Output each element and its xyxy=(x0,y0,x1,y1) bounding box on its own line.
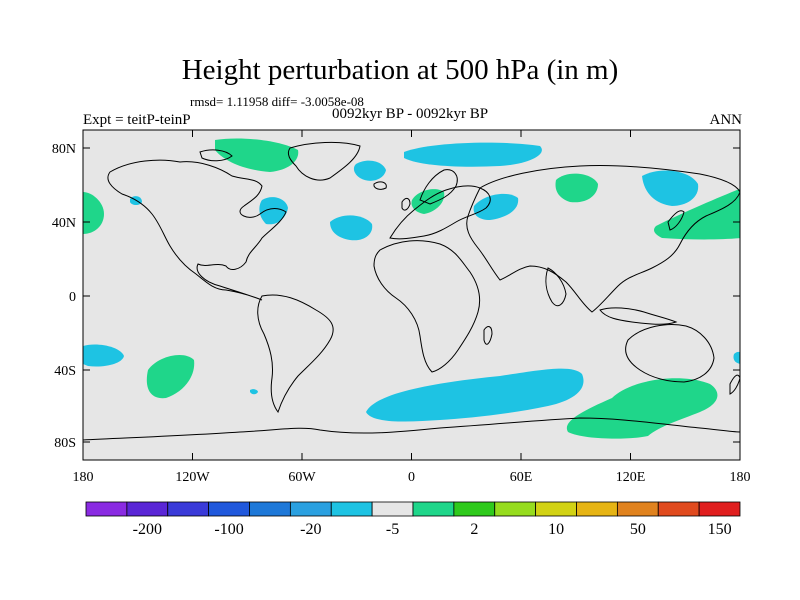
coast-antarctica xyxy=(83,417,740,441)
plot-subtitle: 0092kyr BP - 0092kyr BP xyxy=(331,106,489,122)
colorbar-label: -5 xyxy=(386,521,399,538)
colorbar-swatch xyxy=(698,501,741,517)
colorbar: -200 -100 -20 -5 2 10 50 150 xyxy=(85,501,741,538)
lat-tick-label: 40S xyxy=(54,364,76,379)
colorbar-swatch xyxy=(371,501,414,517)
colorbar-swatch xyxy=(126,501,169,517)
colorbar-label: 150 xyxy=(708,521,732,538)
colorbar-swatch xyxy=(535,501,577,517)
anomaly-southern-positive xyxy=(566,378,718,439)
coast-iceland xyxy=(373,181,387,190)
experiment-label: Expt = teitP-teinP xyxy=(83,112,191,128)
colorbar-swatch xyxy=(576,501,618,517)
coast-india xyxy=(545,267,567,307)
anomaly-europe-positive xyxy=(411,189,445,214)
lat-tick-label: 80S xyxy=(54,436,76,451)
coast-greenland xyxy=(287,141,361,181)
coast-indonesia xyxy=(599,307,678,325)
colorbar-label: 2 xyxy=(470,521,478,538)
lon-tick-label: 60W xyxy=(288,470,316,485)
anomaly-edge-negative xyxy=(733,351,740,364)
anomaly-east-pacific-positive xyxy=(83,192,104,234)
longitude-axis: 180 120W 60W 0 60E 120E 180 xyxy=(73,130,751,485)
plot-title: Height perturbation at 500 hPa (in m) xyxy=(181,54,619,86)
colorbar-swatch xyxy=(330,501,373,517)
colorbar-swatch xyxy=(453,501,496,517)
lon-tick-label: 0 xyxy=(408,470,415,485)
colorbar-label: -200 xyxy=(133,521,162,538)
colorbar-swatch xyxy=(289,501,332,517)
anomaly-asia-negative xyxy=(642,170,699,206)
colorbar-swatch xyxy=(616,501,659,517)
latitude-axis: 80N 40N 0 40S 80S xyxy=(52,142,740,451)
anomaly-north-america-negative xyxy=(259,197,288,225)
coast-madagascar xyxy=(483,326,493,345)
coast-africa xyxy=(373,240,481,373)
anomaly-south-pacific-positive xyxy=(146,355,195,399)
coast-asia xyxy=(466,164,740,313)
anomaly-atlantic-negative xyxy=(330,215,373,241)
anomaly-siberia-positive xyxy=(555,173,598,203)
coast-arctic-islands xyxy=(199,149,233,162)
colorbar-swatch xyxy=(85,501,128,517)
lon-tick-label: 120W xyxy=(175,470,210,485)
colorbar-label: -20 xyxy=(300,521,321,538)
lon-tick-label: 180 xyxy=(730,470,751,485)
lat-tick-label: 0 xyxy=(69,290,76,305)
coast-europe xyxy=(389,185,491,240)
stats-text: rmsd= 1.11958 diff= -3.0058e-08 xyxy=(190,94,364,109)
anomaly-greenland-positive xyxy=(215,138,299,172)
coast-australia xyxy=(625,324,715,383)
colorbar-label: 10 xyxy=(548,521,564,538)
anomaly-russia-negative xyxy=(473,193,519,220)
colorbar-swatch xyxy=(167,501,210,517)
coast-north-america xyxy=(107,159,287,301)
colorbar-swatch xyxy=(249,501,291,517)
lat-tick-label: 80N xyxy=(52,142,76,157)
anomaly-canada-negative xyxy=(353,160,386,181)
colorbar-swatch xyxy=(657,501,700,517)
anomaly-small-south-negative xyxy=(250,389,258,395)
anomaly-arctic-negative xyxy=(404,142,542,167)
season-label: ANN xyxy=(709,112,743,128)
coastline-layer xyxy=(83,141,740,441)
lon-tick-label: 180 xyxy=(73,470,94,485)
coast-south-america xyxy=(257,294,334,414)
colorbar-swatch xyxy=(494,501,537,517)
lon-tick-label: 60E xyxy=(510,470,533,485)
colorbar-label: 50 xyxy=(630,521,646,538)
coast-japan xyxy=(667,210,685,231)
colorbar-swatch xyxy=(412,501,455,517)
anomaly-southern-ocean-negative xyxy=(366,368,584,422)
anomaly-south-pacific-negative xyxy=(83,344,124,367)
coast-british-isles xyxy=(401,197,411,211)
colorbar-swatch xyxy=(208,501,250,517)
lon-tick-label: 120E xyxy=(616,470,646,485)
coast-scandinavia xyxy=(419,169,458,205)
lat-tick-label: 40N xyxy=(52,216,76,231)
colorbar-label: -100 xyxy=(214,521,243,538)
